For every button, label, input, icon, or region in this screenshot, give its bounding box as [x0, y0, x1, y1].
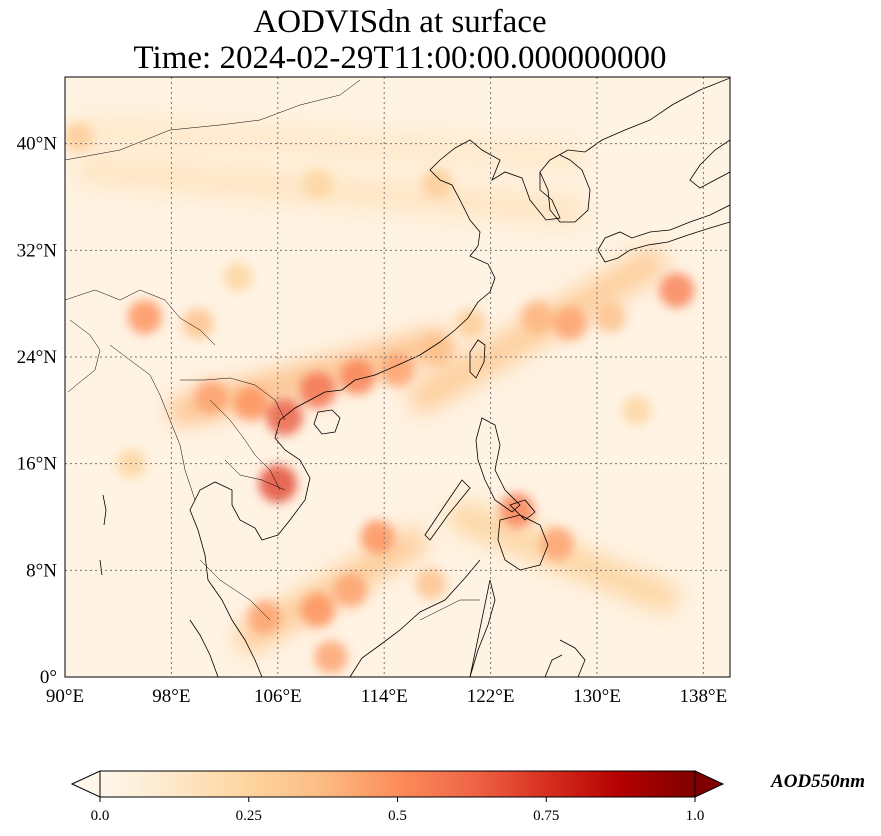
lon-tick-label: 90°E	[46, 686, 84, 707]
aod-hotspot	[234, 386, 269, 421]
sumatra-coastline	[189, 619, 219, 677]
colorbar-gradient	[100, 771, 695, 797]
borneo-coastline	[349, 559, 496, 677]
lon-tick-label: 138°E	[680, 686, 728, 707]
map-title: AODVISdn at surface Time: 2024-02-29T11:…	[0, 4, 800, 76]
aod-hotspot	[381, 353, 414, 387]
colorbar-low-extension	[70, 770, 101, 798]
aod-hotspot	[314, 640, 348, 674]
colorbar-tick-label: 0.25	[236, 808, 262, 824]
taiwan-coastline	[469, 339, 486, 379]
axis-ticks: 90°E 98°E 106°E 114°E 122°E 130°E 138°E 0° 8°N 16…	[17, 134, 728, 707]
visayas-coastline	[509, 499, 536, 521]
mainland-coastline	[189, 77, 730, 677]
aod-hotspot	[455, 308, 486, 339]
aod-hotspot	[521, 301, 554, 333]
title-line-1: AODVISdn at surface	[253, 4, 547, 40]
lon-tick-label: 130°E	[573, 686, 621, 707]
aod-hotspot	[422, 168, 453, 199]
sulawesi-coastline	[544, 639, 586, 677]
aod-hotspot	[553, 307, 587, 341]
colorbar: 0.0 0.25 0.5 0.75 1.0 AOD550nm	[70, 770, 865, 824]
aod-hotspot	[299, 372, 336, 409]
aod-hotspot	[540, 527, 574, 561]
andaman-islands	[99, 494, 107, 576]
colorbar-ticks: 0.0 0.25 0.5 0.75 1.0	[91, 797, 705, 824]
title-line-2: Time: 2024-02-29T11:00:00.000000000	[133, 40, 667, 76]
coastlines	[99, 77, 730, 677]
lon-tick-label: 106°E	[254, 686, 302, 707]
aod-hotspot	[182, 308, 214, 340]
aod-hotspot	[223, 262, 253, 292]
lon-tick-label: 98°E	[152, 686, 190, 707]
lat-tick-label: 32°N	[17, 240, 58, 261]
aod-hotspot	[594, 301, 626, 333]
luzon-coastline	[475, 417, 521, 513]
aod-hotspot	[659, 272, 695, 308]
colorbar-tick-label: 0.75	[533, 808, 559, 824]
lat-tick-label: 16°N	[17, 454, 58, 475]
aod-hotspot	[360, 520, 395, 554]
aod-hotspot	[303, 169, 333, 199]
japan-north-coastline	[689, 139, 730, 189]
lat-tick-label: 0°	[40, 667, 57, 688]
aod-hotspot	[265, 398, 303, 436]
aod-hotspot	[65, 122, 94, 152]
colorbar-label: AOD550nm	[770, 771, 865, 792]
aod-hotspot	[194, 380, 228, 414]
colorbar-tick-label: 0.0	[91, 808, 110, 824]
palawan-coastline	[424, 479, 471, 541]
aod-hotspot	[340, 359, 376, 395]
aod-hotspot	[415, 568, 447, 600]
plot-frame	[64, 76, 731, 678]
colorbar-high-extension	[694, 770, 725, 798]
aod-hotspot	[499, 492, 535, 528]
lat-tick-label: 8°N	[26, 560, 57, 581]
aod-hotspot	[334, 573, 368, 607]
colorbar-tick-label: 1.0	[686, 808, 705, 824]
korea-coastline	[539, 154, 591, 223]
lat-tick-label: 40°N	[17, 134, 58, 155]
lat-tick-label: 24°N	[17, 347, 58, 368]
lon-tick-label: 122°E	[467, 686, 515, 707]
aod-hotspot	[127, 300, 162, 334]
gridlines	[65, 77, 730, 677]
colorbar-tick-label: 0.5	[388, 808, 407, 824]
map-plot-area: 90°E 98°E 106°E 114°E 122°E 130°E 138°E 0° 8°N 16…	[17, 76, 731, 707]
hainan-coastline	[313, 409, 341, 435]
lon-tick-label: 114°E	[361, 686, 408, 707]
aod-hotspot	[300, 593, 335, 628]
japan-coastline	[597, 204, 730, 263]
aod-hotspot	[622, 395, 652, 425]
aod-hotspot	[421, 334, 453, 366]
aod-hotspot	[248, 600, 281, 634]
